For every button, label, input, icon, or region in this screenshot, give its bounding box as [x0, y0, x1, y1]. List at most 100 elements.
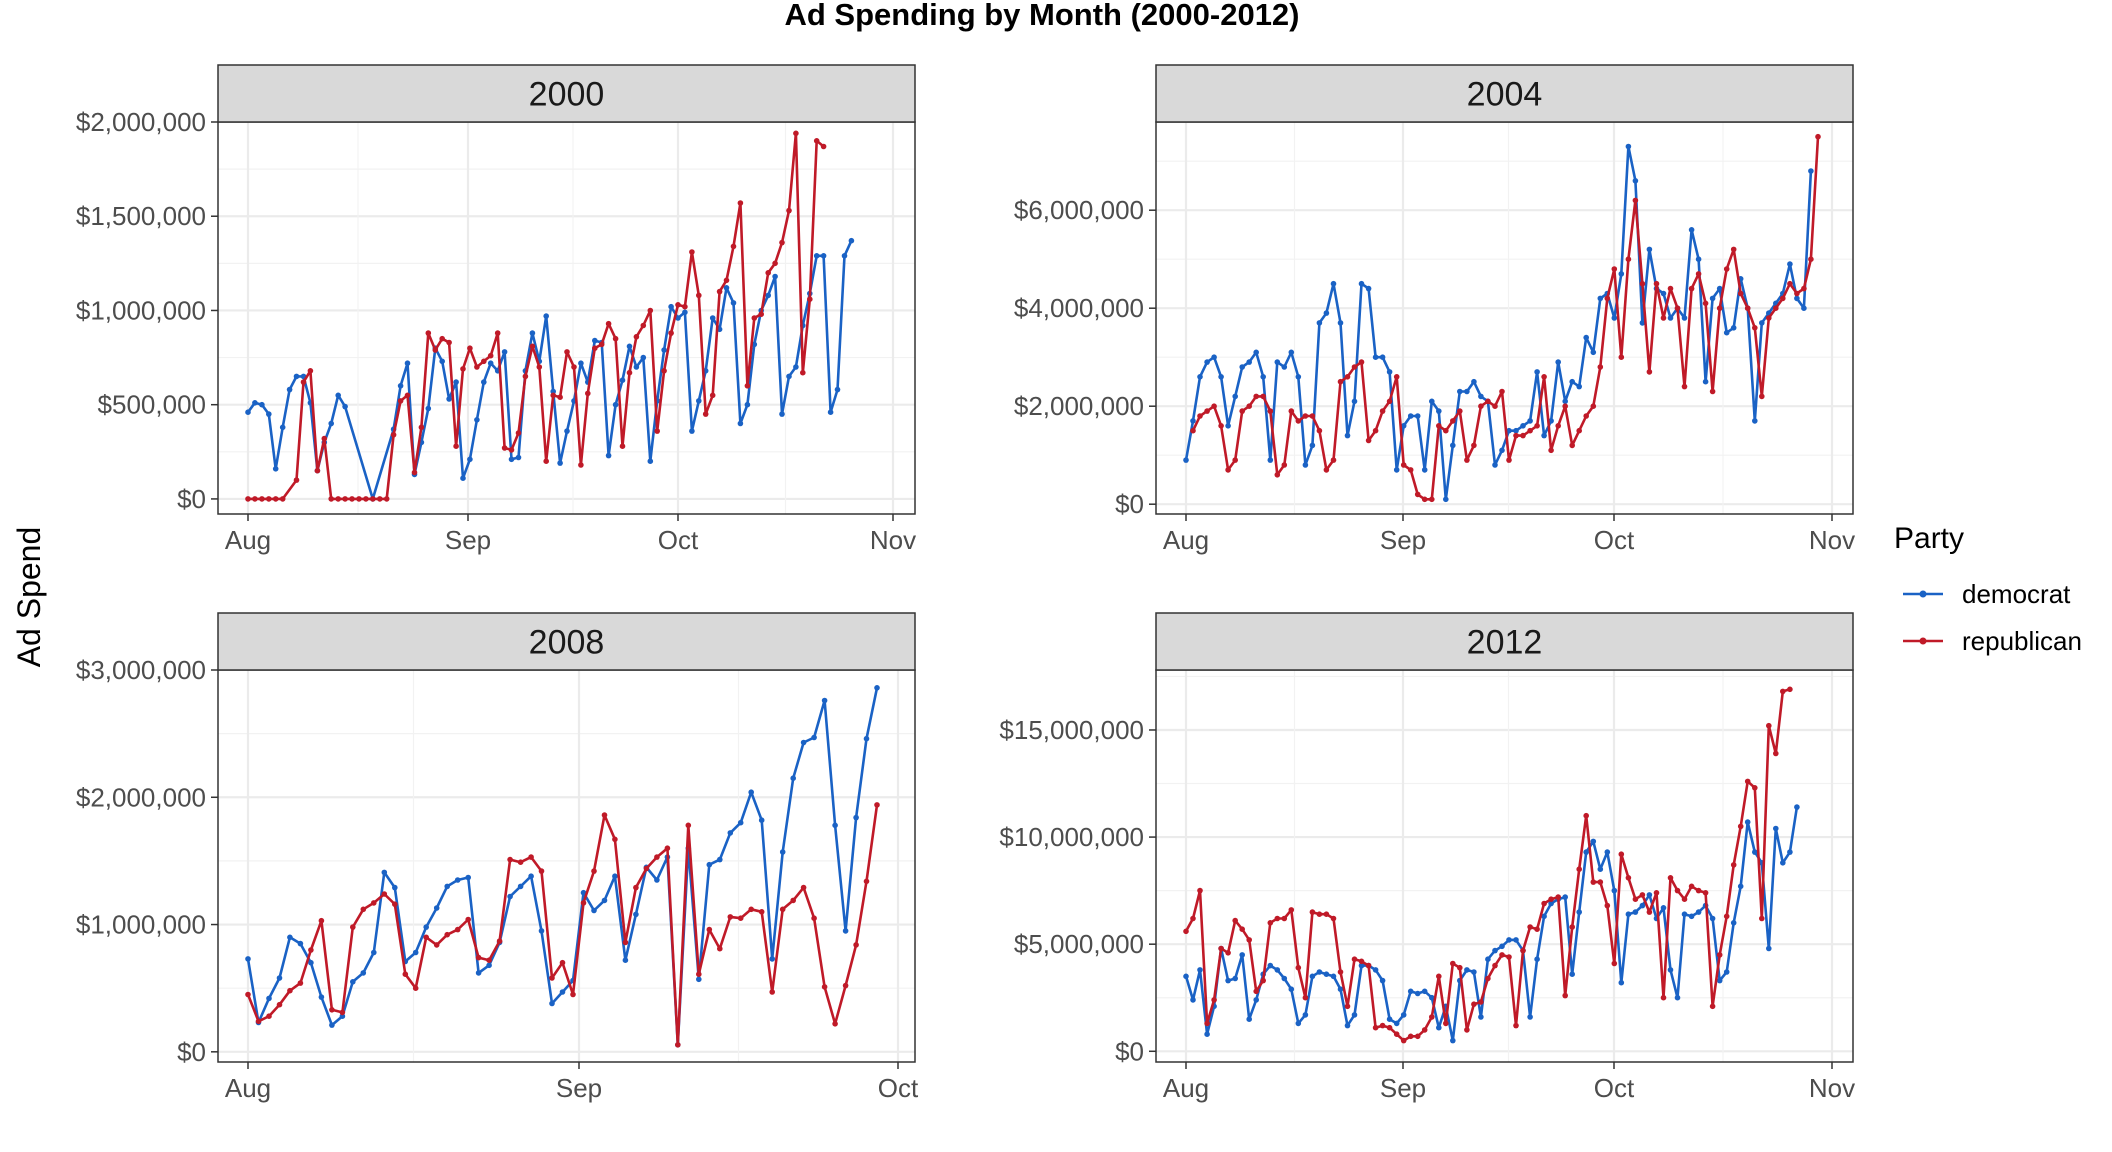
- x-tick-label: Oct: [878, 1073, 919, 1103]
- data-point-democrat: [528, 873, 534, 879]
- data-point-republican: [751, 315, 758, 321]
- data-point-republican: [1414, 1033, 1421, 1040]
- data-point-republican: [550, 392, 556, 399]
- data-point-republican: [1562, 992, 1568, 999]
- data-point-republican: [402, 971, 409, 977]
- data-point-democrat: [1414, 990, 1421, 997]
- data-point-democrat: [1499, 447, 1505, 454]
- data-point-democrat: [1611, 887, 1618, 894]
- data-point-republican: [1309, 909, 1316, 915]
- data-point-republican: [1267, 408, 1274, 414]
- data-point-democrat: [1555, 359, 1561, 365]
- data-point-republican: [1787, 686, 1793, 693]
- y-tick-label: $500,000: [98, 390, 206, 420]
- data-point-republican: [737, 915, 744, 921]
- data-point-republican: [675, 1042, 681, 1048]
- panel-2004: 2004 $0 $2,000,000 $4,000,000 $6,000,000 Aug S…: [1014, 64, 1855, 555]
- data-point-republican: [853, 942, 859, 948]
- data-point-republican: [654, 854, 660, 860]
- data-point-republican: [432, 347, 439, 353]
- data-point-republican: [1330, 457, 1337, 463]
- chart-title: Ad Spending by Month (2000-2012): [784, 0, 1299, 32]
- data-point-democrat: [1379, 354, 1386, 361]
- data-point-democrat: [1344, 1022, 1351, 1029]
- data-point-democrat: [1590, 838, 1597, 845]
- data-point-democrat: [1478, 393, 1484, 400]
- data-point-republican: [1611, 266, 1618, 272]
- data-point-democrat: [1541, 432, 1547, 439]
- data-point-republican: [328, 496, 335, 502]
- data-point-democrat: [1253, 997, 1259, 1003]
- data-point-democrat: [827, 409, 834, 416]
- data-point-republican: [363, 496, 369, 502]
- data-point-democrat: [1597, 295, 1604, 302]
- data-point-republican: [1780, 295, 1786, 302]
- data-point-democrat: [1443, 496, 1449, 503]
- data-point-republican: [601, 812, 608, 818]
- data-point-democrat: [601, 897, 608, 904]
- data-point-republican: [1232, 457, 1238, 463]
- data-point-republican: [245, 991, 251, 998]
- data-point-republican: [266, 1013, 272, 1019]
- data-point-democrat: [1534, 369, 1540, 375]
- panel-2000: 2000 $0 $500,000 $1,000,000 $1,500,000 $2,000…: [76, 64, 916, 555]
- data-point-republican: [245, 496, 251, 502]
- data-point-republican: [1232, 917, 1238, 924]
- data-point-democrat: [1344, 432, 1351, 439]
- data-point-republican: [1351, 364, 1358, 370]
- data-point-democrat: [1709, 915, 1716, 922]
- data-point-democrat: [1583, 334, 1589, 341]
- data-point-democrat: [682, 309, 688, 316]
- data-point-democrat: [1309, 442, 1316, 449]
- legend-label: republican: [1962, 626, 2082, 656]
- data-point-republican: [612, 335, 619, 342]
- data-point-democrat: [1709, 295, 1716, 302]
- data-point-republican: [1372, 427, 1379, 434]
- data-point-republican: [1323, 467, 1330, 473]
- data-point-republican: [1660, 994, 1667, 1001]
- data-point-republican: [318, 917, 325, 924]
- data-point-republican: [1541, 374, 1547, 380]
- data-point-republican: [1590, 403, 1597, 410]
- data-point-republican: [564, 349, 570, 355]
- data-point-republican: [1555, 894, 1561, 900]
- data-point-republican: [1667, 875, 1674, 881]
- legend-entry-republican: republican: [1903, 626, 2082, 656]
- data-point-democrat: [1569, 378, 1575, 385]
- data-point-republican: [790, 897, 796, 904]
- data-point-republican: [1744, 305, 1751, 312]
- data-point-republican: [772, 260, 778, 267]
- data-point-democrat: [842, 928, 849, 934]
- data-point-democrat: [1429, 398, 1435, 405]
- data-point-republican: [1190, 915, 1196, 922]
- data-point-republican: [1253, 393, 1259, 400]
- data-point-republican: [661, 368, 667, 374]
- data-point-democrat: [1752, 418, 1758, 424]
- data-point-democrat: [293, 373, 300, 380]
- data-point-republican: [1660, 315, 1667, 321]
- data-point-democrat: [1625, 911, 1632, 917]
- data-point-republican: [423, 934, 430, 941]
- data-point-republican: [874, 802, 880, 808]
- data-point-democrat: [1660, 290, 1667, 297]
- data-point-republican: [1618, 354, 1625, 361]
- data-point-republican: [1197, 887, 1203, 894]
- data-point-democrat: [1639, 902, 1646, 909]
- data-point-democrat: [626, 343, 633, 350]
- data-point-republican: [481, 358, 487, 365]
- facet-strip: [1155, 612, 1854, 671]
- data-point-democrat: [793, 364, 799, 370]
- data-point-republican: [1485, 398, 1491, 405]
- data-point-democrat: [487, 360, 494, 367]
- data-point-democrat: [1576, 383, 1582, 390]
- data-point-democrat: [848, 237, 855, 244]
- data-point-republican: [329, 1007, 335, 1013]
- data-point-republican: [1548, 896, 1554, 902]
- data-point-republican: [349, 496, 355, 502]
- data-point-democrat: [1562, 398, 1568, 405]
- data-point-democrat: [1260, 374, 1266, 380]
- data-point-democrat: [717, 856, 723, 863]
- data-point-republican: [1639, 280, 1646, 287]
- data-point-republican: [507, 856, 513, 863]
- y-tick-label: $0: [1115, 1036, 1144, 1066]
